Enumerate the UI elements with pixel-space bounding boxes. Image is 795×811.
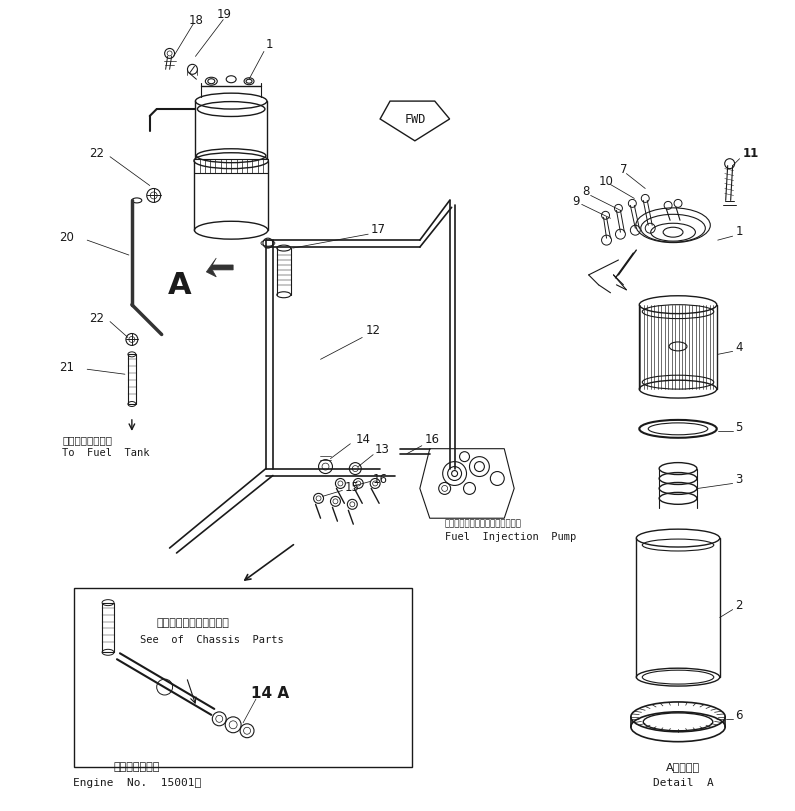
Text: 12: 12 bbox=[365, 324, 380, 337]
Text: A　様　細: A 様 細 bbox=[666, 762, 700, 771]
Text: 7: 7 bbox=[620, 163, 628, 176]
Text: 車　体　部　品　参　照: 車 体 部 品 参 照 bbox=[157, 618, 230, 628]
Text: 22: 22 bbox=[89, 147, 104, 160]
Text: A: A bbox=[168, 271, 192, 300]
Text: 21: 21 bbox=[60, 360, 75, 373]
Text: 20: 20 bbox=[60, 230, 74, 243]
Text: 14: 14 bbox=[355, 433, 370, 446]
Text: 15: 15 bbox=[344, 480, 359, 493]
Bar bbox=[74, 588, 412, 766]
Text: 11: 11 bbox=[743, 147, 758, 160]
Text: 3: 3 bbox=[735, 473, 743, 486]
Text: Fuel  Injection  Pump: Fuel Injection Pump bbox=[444, 531, 576, 542]
Bar bbox=[102, 603, 114, 653]
Text: 22: 22 bbox=[89, 311, 104, 324]
Text: FWD: FWD bbox=[404, 114, 425, 127]
Bar bbox=[128, 355, 136, 405]
Text: フェエルインジェクションポンプ: フェエルインジェクションポンプ bbox=[444, 519, 522, 528]
Text: 14 A: 14 A bbox=[251, 684, 289, 700]
Text: 19: 19 bbox=[216, 8, 231, 21]
Text: Engine  No.  15001～: Engine No. 15001～ bbox=[72, 778, 201, 787]
Text: See  of  Chassis  Parts: See of Chassis Parts bbox=[140, 634, 284, 645]
Text: 8: 8 bbox=[583, 185, 590, 198]
Text: 17: 17 bbox=[370, 222, 386, 235]
Text: 16: 16 bbox=[425, 433, 440, 446]
Text: 1: 1 bbox=[735, 225, 743, 238]
Text: 10: 10 bbox=[599, 175, 614, 188]
Text: 2: 2 bbox=[735, 599, 743, 611]
Text: 16: 16 bbox=[373, 473, 388, 486]
Text: フェエルタンクへ: フェエルタンクへ bbox=[62, 434, 112, 444]
Text: 18: 18 bbox=[188, 14, 204, 27]
Polygon shape bbox=[207, 259, 233, 277]
Text: 1: 1 bbox=[266, 38, 273, 51]
Text: 5: 5 bbox=[735, 421, 743, 434]
Text: 適　用　号　機: 適 用 号 機 bbox=[114, 762, 160, 771]
Text: 13: 13 bbox=[375, 443, 390, 456]
Text: To  Fuel  Tank: To Fuel Tank bbox=[62, 447, 150, 457]
Text: 6: 6 bbox=[735, 709, 743, 722]
Text: 4: 4 bbox=[735, 341, 743, 354]
Text: Detail  A: Detail A bbox=[653, 778, 713, 787]
Text: 9: 9 bbox=[572, 195, 580, 208]
